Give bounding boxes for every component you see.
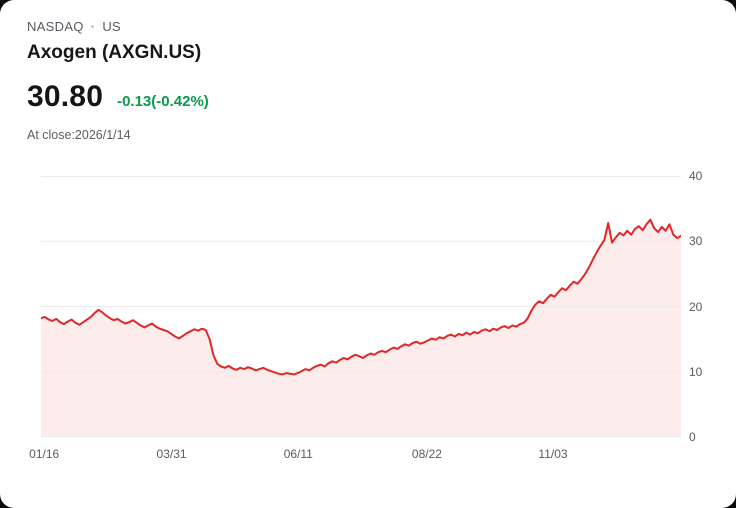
separator-dot: ·: [90, 19, 96, 34]
price-row: 30.80 -0.13(-0.42%): [27, 80, 209, 114]
y-tick-label: 0: [689, 430, 696, 444]
price-change: -0.13(-0.42%): [117, 93, 209, 110]
stock-title: Axogen (AXGN.US): [27, 42, 202, 63]
x-axis-labels: 01/16 03/31 06/11 08/22 11/03: [29, 447, 681, 463]
x-tick-label: 06/11: [283, 447, 313, 461]
region-label: US: [102, 19, 122, 34]
x-tick-label: 11/03: [538, 447, 568, 461]
y-axis-labels: 0 10 20 30 40: [689, 169, 729, 444]
y-tick-label: 20: [689, 299, 703, 314]
price-chart[interactable]: [41, 176, 681, 437]
exchange-label: NASDAQ: [27, 19, 84, 34]
x-tick-label: 08/22: [411, 447, 442, 461]
price-chart-canvas[interactable]: [41, 176, 681, 437]
y-tick-label: 30: [689, 234, 703, 249]
x-tick-label: 03/31: [156, 447, 187, 461]
price-value: 30.80: [27, 80, 104, 113]
exchange-row: NASDAQ · US: [27, 19, 209, 34]
close-time-note: At close:2026/1/14: [27, 128, 131, 142]
y-tick-label: 40: [689, 169, 703, 183]
x-tick-label: 01/16: [29, 447, 60, 461]
quote-header: NASDAQ · US Axogen (AXGN.US) 30.80 -0.13…: [27, 19, 209, 142]
y-tick-label: 10: [689, 364, 703, 379]
